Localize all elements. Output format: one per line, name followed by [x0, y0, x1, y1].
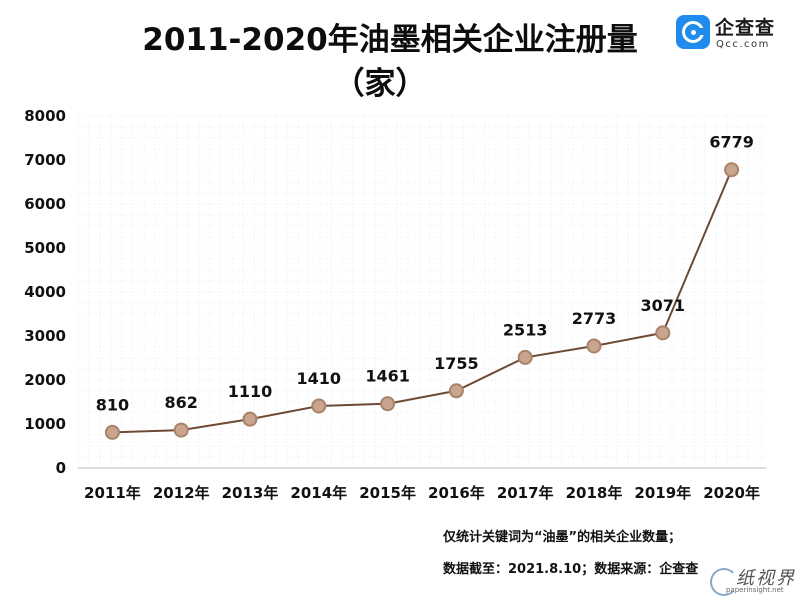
watermark-url: paperinsight.net	[726, 586, 784, 594]
data-point	[380, 396, 396, 412]
data-label: 810	[96, 395, 129, 414]
y-tick-label: 6000	[24, 195, 66, 213]
watermark-logo: 纸视界 paperinsight.net	[708, 564, 796, 598]
data-label: 1110	[228, 382, 273, 401]
x-tick-label: 2017年	[497, 484, 554, 502]
data-label: 1755	[434, 354, 479, 373]
qcc-logo-icon	[676, 15, 710, 49]
data-label: 3071	[641, 296, 686, 315]
x-tick-label: 2012年	[153, 484, 210, 502]
watermark-name: 纸视界	[736, 568, 796, 589]
data-label: 2513	[503, 320, 548, 339]
y-tick-label: 4000	[24, 283, 66, 301]
logo-name-en: Qcc.com	[716, 39, 770, 50]
data-point	[311, 398, 327, 414]
data-label: 1461	[365, 367, 410, 386]
chart-title-unit: （家）	[333, 66, 427, 102]
qcc-logo: 企查查 Qcc.com	[676, 13, 786, 55]
chart-axes: 0 1000 2000 3000 4000 5000 6000 7000 8000 2011年 20…	[24, 107, 766, 502]
x-tick-label: 2016年	[428, 484, 485, 502]
y-tick-label: 0	[56, 459, 66, 477]
chart-series-line	[112, 169, 733, 434]
data-point	[242, 411, 258, 427]
chart-title: 2011-2020年油墨相关企业注册量	[142, 22, 638, 58]
data-point	[448, 383, 464, 399]
chart-data-labels: 810 862 1110 1410 1461 1755 2513 2773 3071 6779	[96, 133, 754, 415]
data-point	[586, 338, 602, 354]
y-tick-label: 3000	[24, 327, 66, 345]
y-tick-label: 2000	[24, 371, 66, 389]
y-tick-label: 8000	[24, 107, 66, 125]
data-point	[173, 422, 189, 438]
x-tick-label: 2020年	[703, 484, 760, 502]
data-label: 1410	[297, 369, 342, 388]
data-point	[104, 424, 120, 440]
chart-grid	[77, 115, 766, 469]
series-line	[112, 169, 733, 434]
data-point	[655, 325, 671, 341]
data-point	[724, 162, 740, 178]
data-source: 数据截至：2021.8.10；数据来源：企查查	[443, 562, 699, 577]
data-point	[517, 349, 533, 365]
logo-name-cn: 企查查	[715, 17, 776, 39]
watermark-swirl-icon	[710, 568, 738, 596]
x-tick-label: 2011年	[84, 484, 141, 502]
data-label: 2773	[572, 309, 617, 328]
x-tick-label: 2019年	[634, 484, 691, 502]
data-label: 862	[164, 393, 197, 412]
chart-markers	[104, 162, 740, 440]
x-tick-label: 2013年	[222, 484, 279, 502]
x-tick-label: 2014年	[290, 484, 347, 502]
footnote: 仅统计关键词为“油墨”的相关企业数量；	[443, 530, 682, 545]
x-tick-label: 2015年	[359, 484, 416, 502]
data-label: 6779	[709, 133, 754, 152]
y-tick-label: 5000	[24, 239, 66, 257]
y-tick-label: 7000	[24, 151, 66, 169]
x-tick-label: 2018年	[566, 484, 623, 502]
y-tick-label: 1000	[24, 415, 66, 433]
